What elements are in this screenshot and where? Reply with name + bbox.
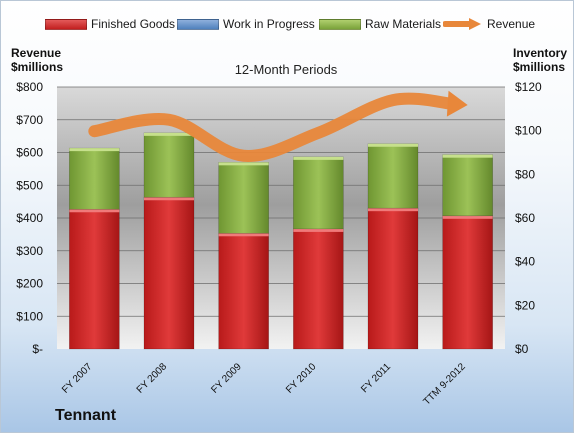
left-axis-title-line1: Revenue xyxy=(11,46,62,60)
right-tick-label: $80 xyxy=(515,167,535,181)
x-tick-label: FY 2010 xyxy=(284,361,319,396)
right-tick-label: $100 xyxy=(515,124,542,138)
legend-label-raw-materials: Raw Materials xyxy=(365,17,442,31)
left-tick-label: $400 xyxy=(16,211,43,225)
x-tick-label: TTM 9-2012 xyxy=(421,361,468,408)
bar-top-highlight xyxy=(69,148,120,152)
legend-swatch-work-in-progress xyxy=(177,18,219,30)
bar-top-highlight xyxy=(144,132,194,136)
x-tick-label: FY 2007 xyxy=(60,361,95,396)
bar-top-highlight xyxy=(218,162,269,166)
bar-finished-goods xyxy=(218,232,269,350)
bar-top-highlight xyxy=(368,208,418,212)
chart-title: 12-Month Periods xyxy=(234,62,338,77)
bar-finished-goods xyxy=(367,207,419,350)
revenue-arrowhead-icon xyxy=(446,90,468,117)
bar-finished-goods xyxy=(293,228,344,350)
bar-top-highlight xyxy=(69,209,120,213)
legend-raw-materials: Raw Materials xyxy=(319,15,441,33)
bar-raw-materials xyxy=(442,154,493,217)
left-axis-title-line2: $millions xyxy=(11,60,64,74)
left-tick-label: $800 xyxy=(16,80,43,94)
legend-swatch-finished-goods xyxy=(45,18,87,30)
left-tick-label: $100 xyxy=(16,309,43,323)
left-tick-label: $- xyxy=(32,342,43,356)
legend-finished-goods: Finished Goods xyxy=(45,15,175,33)
left-tick-label: $600 xyxy=(16,146,43,160)
right-tick-label: $60 xyxy=(515,211,535,225)
x-tick-label: FY 2008 xyxy=(135,361,170,396)
brand-label: Tennant xyxy=(55,407,117,424)
legend-revenue-arrow-icon xyxy=(443,18,481,30)
legend-swatch-raw-materials xyxy=(319,18,361,30)
legend-revenue: Revenue xyxy=(443,15,535,33)
left-tick-label: $700 xyxy=(16,113,43,127)
left-tick-label: $300 xyxy=(16,244,43,258)
bar-raw-materials xyxy=(69,147,120,210)
bar-top-highlight xyxy=(442,154,493,158)
right-axis-title-line1: Inventory xyxy=(513,46,568,60)
bar-top-highlight xyxy=(442,215,493,219)
legend-label-revenue: Revenue xyxy=(487,17,536,31)
bar-raw-materials xyxy=(218,162,269,234)
bar-top-highlight xyxy=(293,228,344,232)
bar-finished-goods xyxy=(143,196,195,350)
left-axis-title: Revenue $millions xyxy=(11,46,63,74)
x-tick-label: FY 2011 xyxy=(359,361,393,395)
bar-finished-goods xyxy=(69,208,120,350)
legend-label-work-in-progress: Work in Progress xyxy=(223,17,315,31)
right-axis-title-line2: $millions xyxy=(513,60,566,74)
bar-raw-materials xyxy=(143,132,195,198)
right-tick-label: $40 xyxy=(515,255,535,269)
bar-top-highlight xyxy=(368,143,418,147)
legend-work-in-progress: Work in Progress xyxy=(177,15,315,33)
bar-top-highlight xyxy=(144,197,194,201)
bar-finished-goods xyxy=(442,215,493,350)
right-tick-label: $120 xyxy=(515,80,542,94)
left-tick-label: $500 xyxy=(16,178,43,192)
right-tick-label: $20 xyxy=(515,298,535,312)
right-axis-title: Inventory $millions xyxy=(513,46,567,74)
bar-raw-materials xyxy=(367,143,419,209)
left-tick-label: $200 xyxy=(16,277,43,291)
bar-top-highlight xyxy=(293,156,344,160)
legend-label-finished-goods: Finished Goods xyxy=(91,17,176,31)
revenue-line xyxy=(88,92,460,162)
x-tick-label: FY 2009 xyxy=(209,361,244,396)
right-tick-label: $0 xyxy=(515,342,529,356)
bar-raw-materials xyxy=(293,156,344,230)
bar-top-highlight xyxy=(218,233,269,237)
